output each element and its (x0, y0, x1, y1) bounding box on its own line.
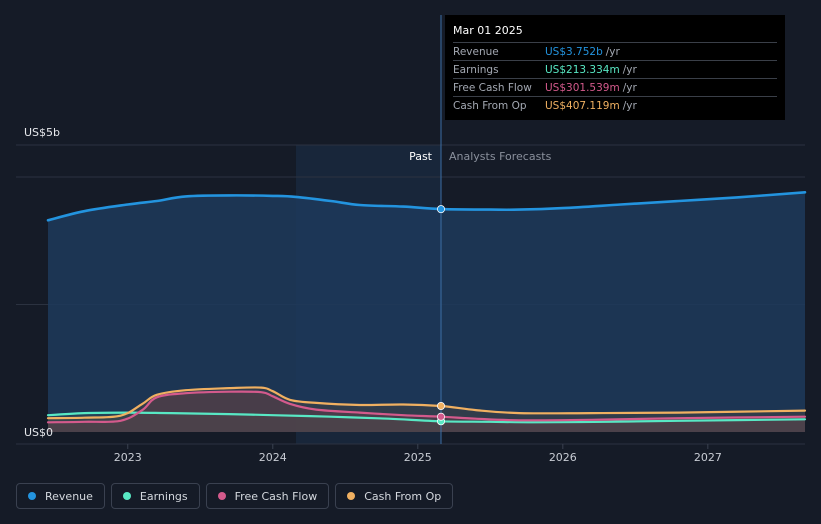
tooltip-value: US$3.752b (545, 45, 603, 58)
tooltip: Mar 01 2025 Revenue US$3.752b /yr Earnin… (445, 15, 785, 120)
cash-from-op-line (46, 386, 807, 420)
legend-dot-icon (28, 492, 36, 500)
legend-item-earnings[interactable]: Earnings (110, 483, 200, 509)
x-tick-label: 2024 (259, 451, 287, 464)
tooltip-value: US$213.334m (545, 63, 620, 76)
forecast-label: Analysts Forecasts (449, 150, 552, 163)
legend-label: Earnings (139, 489, 188, 503)
tooltip-unit: /yr (622, 81, 637, 94)
legend-label: Free Cash Flow (234, 489, 318, 503)
tooltip-label: Revenue (453, 45, 499, 58)
tooltip-row-cash-from-op: Cash From Op US$407.119m /yr (453, 96, 777, 114)
tooltip-unit: /yr (622, 99, 637, 112)
free-cash-flow-line (46, 390, 807, 424)
cash-from-op-marker (437, 401, 446, 410)
legend: Revenue Earnings Free Cash Flow Cash Fro… (16, 483, 454, 509)
tooltip-label: Free Cash Flow (453, 81, 532, 94)
revenue-line (46, 191, 807, 222)
tooltip-unit: /yr (622, 63, 637, 76)
tooltip-label: Earnings (453, 63, 499, 76)
legend-dot-icon (347, 492, 356, 500)
tooltip-label: Cash From Op (453, 99, 527, 112)
earnings-area (48, 412, 805, 432)
legend-item-cash-from-op[interactable]: Cash From Op (335, 483, 454, 509)
revenue-area (48, 192, 805, 432)
legend-item-revenue[interactable]: Revenue (16, 483, 105, 509)
legend-label: Revenue (45, 489, 93, 503)
legend-dot-icon (122, 492, 131, 500)
legend-label: Cash From Op (364, 489, 442, 503)
legend-item-free-cash-flow[interactable]: Free Cash Flow (205, 483, 330, 509)
x-tick-label: 2026 (549, 451, 577, 464)
tooltip-value: US$407.119m (545, 99, 620, 112)
tooltip-row-earnings: Earnings US$213.334m /yr (453, 60, 777, 78)
x-tick-label: 2023 (114, 451, 142, 464)
x-tick-label: 2025 (404, 451, 432, 464)
past-label: Past (409, 150, 433, 163)
x-tick-label: 2027 (694, 451, 722, 464)
revenue-marker (437, 205, 446, 214)
tooltip-unit: /yr (605, 45, 620, 58)
tooltip-row-revenue: Revenue US$3.752b /yr (453, 42, 777, 60)
free-cash-flow-marker (437, 412, 446, 421)
y-axis-top-label: US$5b (24, 126, 60, 139)
legend-dot-icon (217, 492, 226, 500)
tooltip-value: US$301.539m (545, 81, 620, 94)
y-axis-zero-label: US$0 (24, 426, 53, 439)
tooltip-row-free-cash-flow: Free Cash Flow US$301.539m /yr (453, 78, 777, 96)
tooltip-date: Mar 01 2025 (453, 24, 523, 37)
